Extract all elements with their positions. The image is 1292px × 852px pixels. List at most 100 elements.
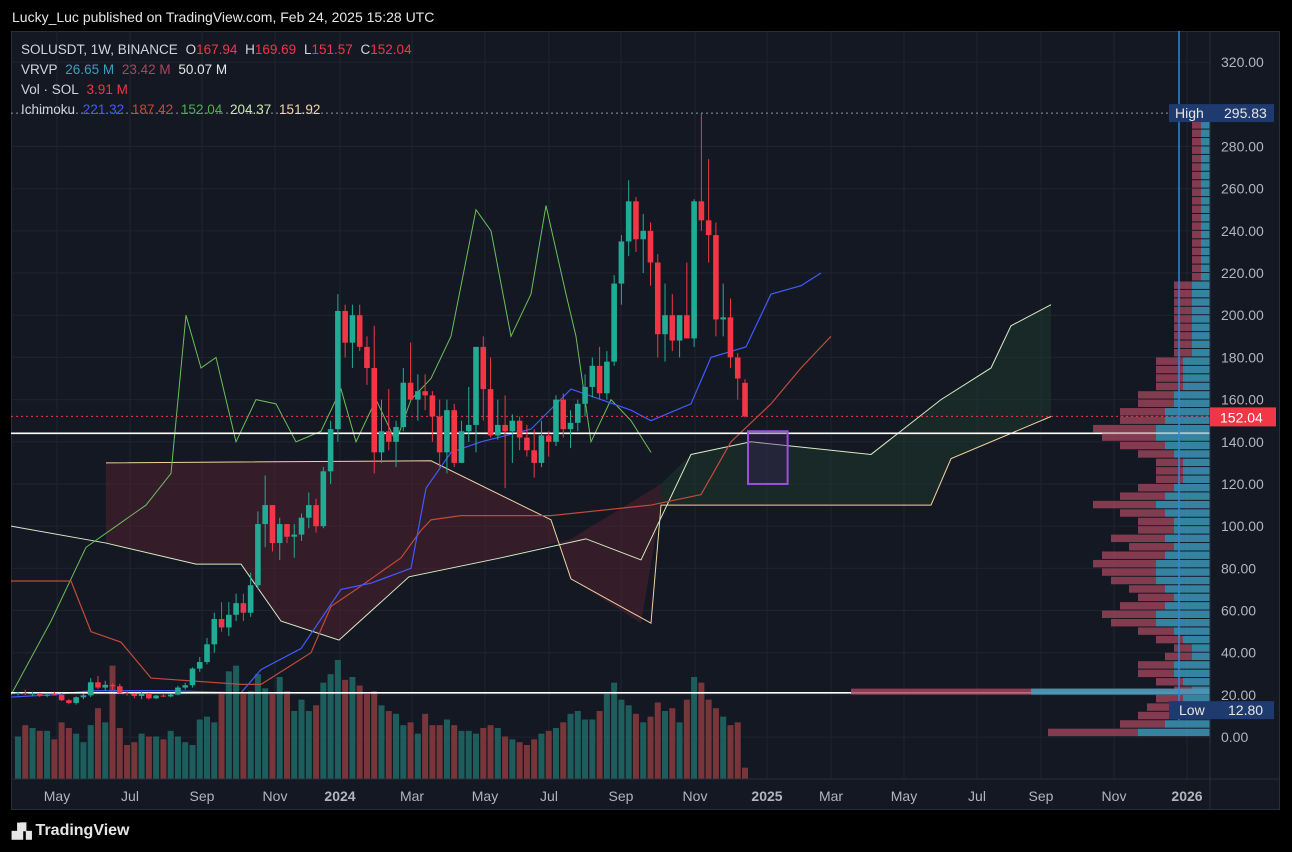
legend-ichimoku-label[interactable]: Ichimoku	[21, 102, 76, 117]
candle-body[interactable]	[567, 422, 574, 430]
candle-body[interactable]	[698, 201, 705, 221]
candle-body[interactable]	[662, 315, 668, 335]
candle-body[interactable]	[502, 424, 508, 432]
candle-body[interactable]	[167, 694, 174, 697]
candle-body[interactable]	[291, 534, 298, 537]
candle-body[interactable]	[647, 230, 654, 263]
candle-body[interactable]	[444, 410, 450, 453]
candle-body[interactable]	[640, 230, 647, 240]
candle-body[interactable]	[138, 693, 145, 696]
candle-body[interactable]	[415, 391, 421, 400]
candle-body[interactable]	[553, 399, 559, 442]
candle-body[interactable]	[473, 346, 479, 425]
candle-body[interactable]	[102, 684, 109, 688]
candle-body[interactable]	[66, 700, 72, 703]
candle-body[interactable]	[436, 416, 443, 453]
candle-body[interactable]	[633, 201, 639, 240]
candle-body[interactable]	[73, 697, 79, 703]
candle-body[interactable]	[327, 429, 334, 472]
candle-body[interactable]	[175, 687, 181, 695]
candle-body[interactable]	[44, 694, 50, 696]
candle-body[interactable]	[727, 317, 734, 358]
candle-body[interactable]	[742, 382, 748, 417]
candle-body[interactable]	[349, 315, 356, 343]
candle-body[interactable]	[669, 315, 676, 341]
candle-body[interactable]	[480, 346, 487, 390]
candle-body[interactable]	[364, 346, 370, 368]
candle-body[interactable]	[22, 692, 29, 695]
candle-body[interactable]	[545, 435, 552, 442]
candle-body[interactable]	[676, 315, 683, 341]
candle-body[interactable]	[509, 420, 516, 432]
candle-body[interactable]	[407, 382, 414, 400]
legend-volume-label[interactable]: Vol · SOL	[21, 82, 79, 97]
candle-body[interactable]	[625, 201, 632, 242]
legend-ohlc-row[interactable]: SOLUSDT, 1W, BINANCE O167.94 H169.69 L15…	[21, 40, 416, 60]
candle-body[interactable]	[51, 694, 58, 696]
candle-body[interactable]	[458, 431, 465, 463]
candle-body[interactable]	[262, 505, 268, 525]
candle-body[interactable]	[58, 694, 65, 701]
legend-volume-row[interactable]: Vol · SOL 3.91 M	[21, 80, 416, 100]
candle-body[interactable]	[37, 693, 43, 696]
candle-body[interactable]	[80, 695, 87, 698]
candle-body[interactable]	[371, 367, 378, 453]
candle-body[interactable]	[589, 365, 596, 387]
candle-body[interactable]	[233, 603, 239, 615]
candle-body[interactable]	[211, 618, 218, 645]
candle-body[interactable]	[684, 315, 690, 339]
candle-body[interactable]	[604, 361, 610, 394]
candle-body[interactable]	[255, 524, 261, 586]
candle-body[interactable]	[29, 693, 36, 695]
candle-body[interactable]	[495, 424, 501, 436]
candle-body[interactable]	[582, 386, 588, 404]
candle-body[interactable]	[320, 471, 327, 527]
candle-body[interactable]	[226, 614, 232, 628]
candle-body[interactable]	[422, 391, 428, 396]
candle-body[interactable]	[516, 420, 523, 438]
candle-body[interactable]	[356, 315, 363, 347]
candle-body[interactable]	[611, 283, 617, 362]
candle-body[interactable]	[596, 365, 603, 394]
candle-body[interactable]	[385, 431, 392, 442]
candle-body[interactable]	[109, 684, 116, 687]
candle-body[interactable]	[335, 311, 341, 430]
candlestick-chart[interactable]: 320.00 280.00 260.00 240.00 220.00 200.00 180.…	[11, 31, 1280, 810]
candle-body[interactable]	[560, 399, 567, 430]
candle-body[interactable]	[298, 517, 305, 535]
candle-body[interactable]	[218, 618, 225, 628]
candle-body[interactable]	[524, 437, 530, 451]
candle-body[interactable]	[705, 220, 712, 236]
candle-body[interactable]	[574, 403, 581, 423]
candle-body[interactable]	[465, 424, 472, 432]
candle-body[interactable]	[116, 686, 123, 693]
candle-body[interactable]	[538, 435, 545, 463]
candle-body[interactable]	[393, 427, 399, 442]
candle-body[interactable]	[713, 235, 719, 320]
candle-body[interactable]	[378, 431, 385, 453]
candle-body[interactable]	[247, 585, 254, 613]
candle-body[interactable]	[451, 410, 457, 463]
candle-body[interactable]	[284, 524, 290, 537]
candle-body[interactable]	[342, 311, 348, 343]
candle-body[interactable]	[734, 357, 741, 379]
candle-body[interactable]	[269, 505, 276, 544]
candle-body[interactable]	[146, 693, 152, 699]
candle-body[interactable]	[531, 450, 537, 463]
candle-body[interactable]	[691, 201, 697, 339]
legend-ichimoku-row[interactable]: Ichimoku 221.32 187.42 152.04 204.37 151…	[21, 100, 416, 120]
candle-body[interactable]	[313, 505, 319, 527]
candle-body[interactable]	[182, 685, 189, 688]
candle-body[interactable]	[95, 682, 101, 688]
candle-body[interactable]	[240, 603, 247, 613]
highlight-box[interactable]	[747, 430, 789, 485]
candle-body[interactable]	[654, 262, 661, 335]
candle-body[interactable]	[15, 692, 21, 694]
candle-body[interactable]	[87, 682, 94, 696]
candle-body[interactable]	[196, 662, 203, 669]
candle-body[interactable]	[429, 395, 436, 417]
legend-symbol[interactable]: SOLUSDT, 1W, BINANCE	[21, 42, 178, 57]
candle-body[interactable]	[204, 644, 210, 663]
chart-frame[interactable]	[11, 31, 1280, 810]
tradingview-logo[interactable]: ▟▚ TradingView	[12, 822, 130, 840]
